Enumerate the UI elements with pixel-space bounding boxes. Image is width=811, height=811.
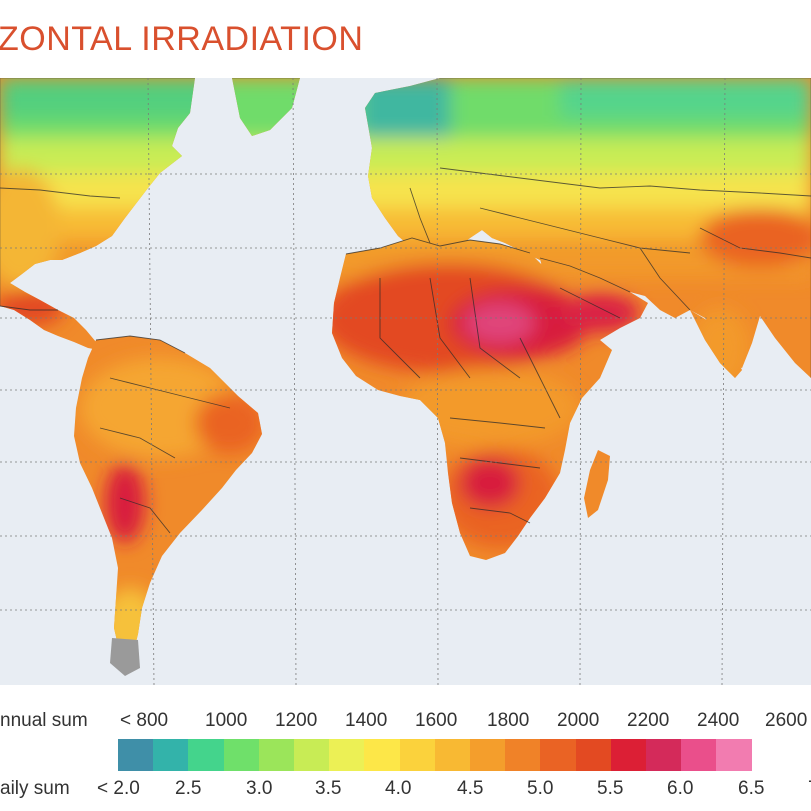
- scale-swatch: [294, 739, 330, 771]
- map-title: ZONTAL IRRADIATION: [0, 20, 364, 58]
- daily-tick-label: 3.5: [315, 778, 342, 799]
- daily-tick-label: 5.5: [597, 778, 624, 799]
- annual-tick-label: 2400: [697, 710, 740, 731]
- annual-tick-label: 1800: [487, 710, 530, 731]
- daily-tick-label: 3.0: [246, 778, 273, 799]
- scale-swatch: [610, 739, 647, 771]
- scale-swatch: [258, 739, 295, 771]
- scale-swatch: [540, 739, 577, 771]
- scale-swatch: [118, 739, 154, 771]
- scale-swatch: [716, 739, 753, 771]
- daily-sum-label: aily sum: [0, 778, 70, 799]
- scale-swatch: [329, 739, 365, 771]
- scale-swatch: [434, 739, 471, 771]
- scale-swatch: [153, 739, 189, 771]
- world-irradiation-map: [0, 78, 811, 685]
- annual-tick-label: 1000: [205, 710, 248, 731]
- annual-tick-label: 2200: [627, 710, 670, 731]
- scale-swatch: [505, 739, 541, 771]
- annual-sum-label: nnual sum: [0, 710, 88, 731]
- annual-tick-label: 2600: [765, 710, 808, 731]
- graticule: [0, 78, 811, 685]
- annual-tick-label: 1600: [415, 710, 458, 731]
- ice-patch: [110, 638, 140, 676]
- scale-swatch: [188, 739, 225, 771]
- scale-swatch: [575, 739, 612, 771]
- scale-swatch: [646, 739, 682, 771]
- annual-tick-label: 1200: [275, 710, 318, 731]
- daily-tick-label: < 2.0: [97, 778, 140, 799]
- daily-tick-label: 6.0: [667, 778, 694, 799]
- annual-tick-label: < 800: [120, 710, 169, 731]
- daily-tick-label: 5.0: [527, 778, 554, 799]
- scale-swatch: [364, 739, 401, 771]
- daily-tick-label: 4.5: [457, 778, 484, 799]
- daily-tick-label: 4.0: [385, 778, 412, 799]
- daily-tick-label: 2.5: [175, 778, 202, 799]
- annual-tick-label: 2000: [557, 710, 600, 731]
- country-borders: [0, 167, 811, 534]
- scale-swatch: [470, 739, 506, 771]
- daily-tick-label: 6.5: [738, 778, 765, 799]
- scale-swatch: [681, 739, 717, 771]
- scale-swatch: [223, 739, 260, 771]
- daily-tick-label: 7.0: [808, 778, 811, 800]
- scale-swatch: [399, 739, 436, 771]
- annual-tick-label: 1400: [345, 710, 388, 731]
